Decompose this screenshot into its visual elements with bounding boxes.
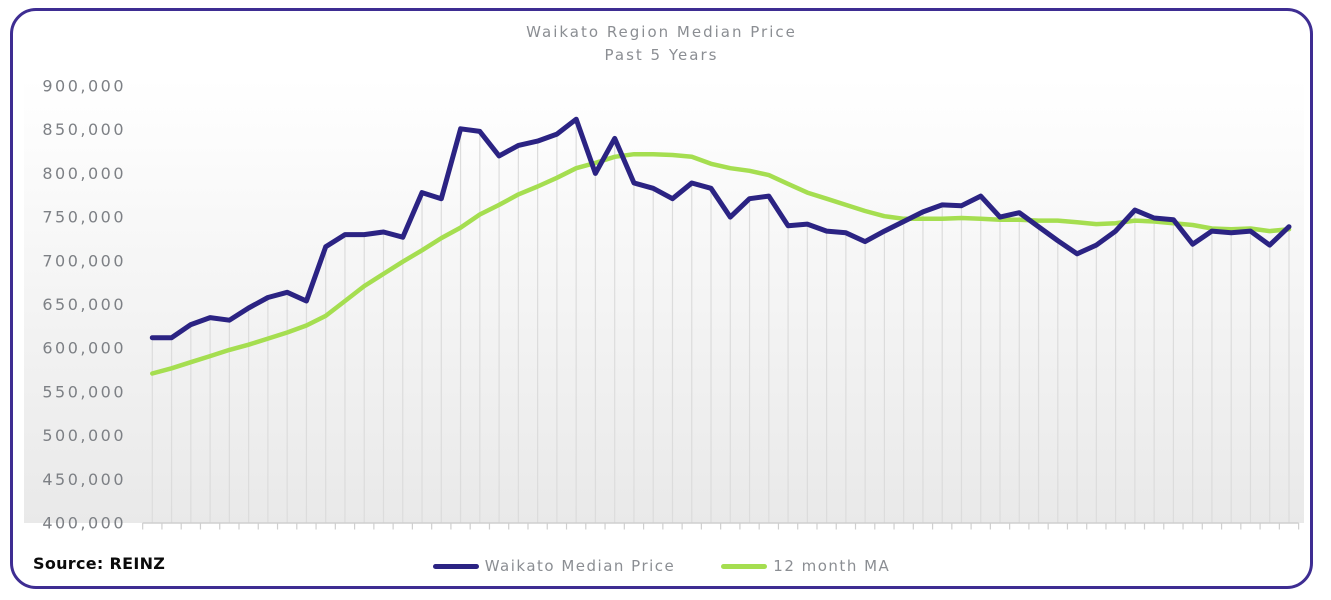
title-block: Waikato Region Median Price Past 5 Years bbox=[13, 21, 1310, 67]
y-axis-tick-label: 550,000 bbox=[42, 382, 126, 401]
y-axis-tick-label: 650,000 bbox=[42, 295, 126, 314]
legend-item-12-month-ma: 12 month MA bbox=[721, 557, 890, 575]
y-axis-tick-label: 850,000 bbox=[42, 120, 126, 139]
chart-subtitle: Past 5 Years bbox=[604, 46, 719, 64]
ma-line-swatch bbox=[721, 563, 768, 569]
source-note: Source: REINZ bbox=[33, 554, 166, 573]
y-axis-tick-label: 750,000 bbox=[42, 208, 126, 227]
legend-label-12-month-ma: 12 month MA bbox=[773, 557, 891, 575]
legend-item-median-price: Waikato Median Price bbox=[432, 557, 676, 575]
y-axis-tick-label: 900,000 bbox=[42, 77, 126, 96]
median-price-line-swatch bbox=[432, 563, 479, 569]
legend-label-median-price: Waikato Median Price bbox=[484, 557, 676, 575]
y-axis-tick-label: 600,000 bbox=[42, 339, 126, 358]
y-axis-tick-label: 400,000 bbox=[42, 514, 126, 533]
median-price-line bbox=[149, 116, 1292, 341]
y-axis-tick-label: 450,000 bbox=[42, 470, 126, 489]
y-axis-tick-label: 800,000 bbox=[42, 164, 126, 183]
ma-line bbox=[150, 151, 1292, 376]
y-axis-tick-label: 500,000 bbox=[42, 426, 126, 445]
x-axis-ticks bbox=[142, 523, 1300, 530]
chart-card: Waikato Region Median Price Past 5 Years… bbox=[10, 8, 1313, 589]
chart-title: Waikato Region Median Price bbox=[526, 23, 797, 41]
drop-lines bbox=[151, 119, 1290, 523]
plot-background bbox=[24, 78, 1304, 523]
legend: Waikato Median Price 12 month MA bbox=[13, 557, 1310, 575]
y-axis-tick-label: 700,000 bbox=[42, 251, 126, 270]
